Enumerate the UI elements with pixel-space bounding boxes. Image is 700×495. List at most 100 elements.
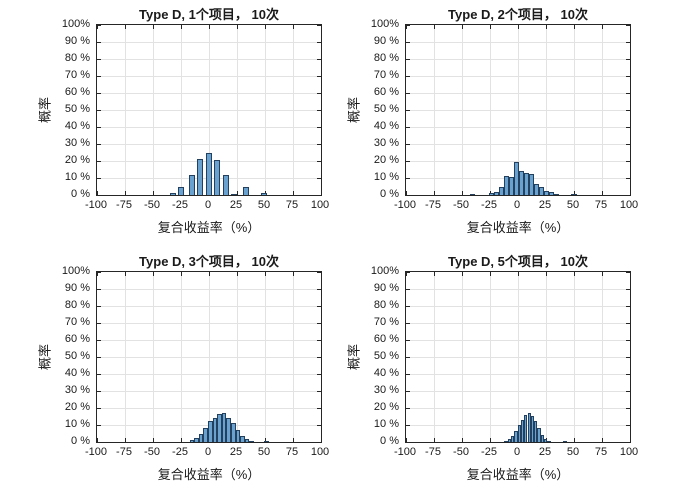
- y-tick-mark: [406, 109, 410, 111]
- x-tick-mark: [405, 191, 407, 195]
- x-tick-mark: [601, 438, 603, 442]
- x-tick-mark: [573, 438, 575, 442]
- y-tick-mark: [97, 194, 101, 196]
- x-tick-mark: [517, 272, 519, 276]
- y-tick-label: 0 %: [71, 188, 90, 200]
- plot-area: [405, 271, 631, 443]
- histogram-bar: [517, 425, 521, 442]
- y-tick-mark: [626, 143, 630, 145]
- y-tick-mark: [317, 339, 321, 341]
- gridline-horizontal: [406, 160, 630, 162]
- x-tick-mark: [96, 25, 98, 29]
- subplot-title: Type D, 3个项目， 10次: [139, 254, 279, 269]
- y-tick-mark: [406, 143, 410, 145]
- histogram-bar: [189, 440, 195, 442]
- y-tick-mark: [317, 424, 321, 426]
- x-tick-label: -100: [393, 199, 417, 211]
- y-tick-mark: [626, 390, 630, 392]
- histogram-bar: [537, 428, 541, 442]
- x-tick-mark: [433, 191, 435, 195]
- x-tick-mark: [180, 272, 182, 276]
- x-tick-label: 75: [594, 199, 608, 211]
- y-tick-mark: [317, 143, 321, 145]
- y-tick-mark: [317, 271, 321, 273]
- y-tick-label: 20 %: [373, 154, 399, 166]
- histogram-bar: [563, 441, 567, 442]
- y-tick-mark: [317, 390, 321, 392]
- histogram-bar: [264, 441, 269, 442]
- x-tick-label: 75: [285, 199, 299, 211]
- x-tick-mark: [124, 272, 126, 276]
- histogram-bar: [203, 428, 208, 442]
- y-tick-label: 90 %: [64, 35, 90, 47]
- y-tick-label: 100%: [370, 265, 399, 277]
- histogram-bar: [503, 176, 509, 195]
- x-tick-mark: [573, 191, 575, 195]
- x-tick-mark: [264, 191, 266, 195]
- x-tick-label: -25: [481, 199, 497, 211]
- gridline-horizontal: [97, 339, 321, 341]
- x-tick-mark: [461, 272, 463, 276]
- histogram-bar: [534, 420, 538, 442]
- x-tick-mark: [180, 25, 182, 29]
- y-tick-mark: [406, 424, 410, 426]
- gridline-horizontal: [406, 126, 630, 128]
- x-tick-labels: -100 -75 -50 -25 0 25 50 75 100: [394, 199, 638, 214]
- y-tick-label: 10 %: [373, 171, 399, 183]
- x-tick-label: 100: [619, 199, 639, 211]
- y-tick-label: 10 %: [64, 418, 90, 430]
- gridline-horizontal: [406, 41, 630, 43]
- gridline-horizontal: [97, 58, 321, 60]
- gridline-horizontal: [97, 373, 321, 375]
- x-tick-label: 25: [229, 446, 243, 458]
- x-tick-label: 50: [257, 199, 271, 211]
- histogram-bar: [571, 194, 577, 195]
- x-tick-label: -75: [425, 199, 441, 211]
- y-tick-mark: [97, 24, 101, 26]
- y-tick-labels: 0 % 10 % 20 % 30 % 40 % 50 % 60 % 70 % 80 % 90 % 1…: [350, 265, 399, 447]
- y-tick-label: 10 %: [373, 418, 399, 430]
- x-tick-label: 100: [310, 199, 330, 211]
- histogram-bar: [547, 440, 551, 442]
- subplot-3-projects: Type D, 3个项目， 10次 概率 0 % 10 % 20 % 30 % 40 %…: [0, 247, 350, 495]
- histogram-bar: [213, 160, 220, 195]
- histogram-bar: [523, 172, 529, 195]
- y-tick-label: 80 %: [373, 52, 399, 64]
- x-tick-mark: [152, 272, 154, 276]
- gridline-horizontal: [406, 75, 630, 77]
- y-tick-mark: [626, 92, 630, 94]
- histogram-bar: [544, 190, 550, 195]
- gridline-horizontal: [97, 390, 321, 392]
- y-tick-mark: [406, 390, 410, 392]
- y-tick-label: 40 %: [64, 367, 90, 379]
- x-tick-mark: [236, 25, 238, 29]
- x-axis-label: 复合收益率（%）: [466, 220, 570, 235]
- histogram-bar: [240, 435, 245, 442]
- x-tick-mark: [489, 272, 491, 276]
- x-tick-label: -100: [393, 446, 417, 458]
- y-tick-mark: [406, 288, 410, 290]
- x-tick-label: -100: [84, 199, 108, 211]
- subplot-title: Type D, 5个项目， 10次: [448, 254, 588, 269]
- y-tick-mark: [97, 424, 101, 426]
- histogram-bar: [196, 159, 204, 195]
- subplot-title: Type D, 2个项目， 10次: [448, 7, 588, 22]
- x-axis-label: 复合收益率（%）: [466, 467, 570, 482]
- y-tick-label: 80 %: [64, 299, 90, 311]
- histogram-bar: [504, 440, 508, 442]
- x-tick-label: 0: [513, 199, 521, 211]
- x-tick-label: -50: [453, 199, 469, 211]
- subplot-1-project: Type D, 1个项目， 10次 概率 0 % 10 % 20 % 30 % 40 %…: [0, 0, 350, 248]
- plot-area: [96, 271, 322, 443]
- x-tick-label: -50: [144, 446, 160, 458]
- y-tick-mark: [626, 322, 630, 324]
- x-tick-mark: [264, 25, 266, 29]
- x-tick-mark: [573, 272, 575, 276]
- x-tick-label: 0: [204, 446, 212, 458]
- histogram-bar: [527, 412, 531, 442]
- x-axis-label: 复合收益率（%）: [157, 467, 261, 482]
- histogram-bar: [222, 174, 229, 195]
- y-tick-mark: [317, 75, 321, 77]
- x-tick-label: 25: [538, 199, 552, 211]
